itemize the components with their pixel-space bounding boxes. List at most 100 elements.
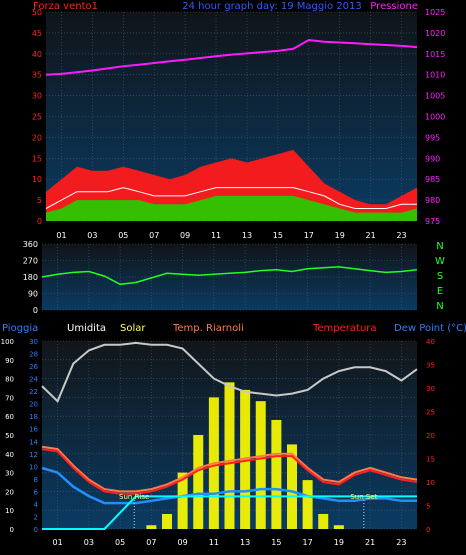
rain-tick-label: 16 <box>29 426 38 434</box>
pressure-tick-label: 995 <box>425 133 440 142</box>
rain-tick-label: 10 <box>29 463 38 471</box>
hour-tick-label: 09 <box>180 231 190 240</box>
solar-bar <box>318 513 329 529</box>
rain-tick-label: 8 <box>34 476 38 484</box>
rain-line <box>42 495 417 530</box>
wind-series <box>45 38 418 221</box>
pressure-tick-label: 980 <box>425 196 440 205</box>
hour-tick-label: 15 <box>273 231 283 240</box>
rain-tick-label: 20 <box>29 401 38 409</box>
wind-tick-label: 40 <box>32 50 42 59</box>
wind-speed-line <box>45 187 417 209</box>
temp-tick-label: 5 <box>426 503 430 511</box>
lower-y-ticks: 0102030405060708090100024681012141618202… <box>1 338 435 534</box>
hour-tick-label: 01 <box>53 538 63 547</box>
rain-tick-label: 26 <box>29 363 38 371</box>
hour-tick-label: 09 <box>178 538 188 547</box>
hour-tick-label: 07 <box>149 231 159 240</box>
hour-tick-label: 23 <box>396 231 406 240</box>
solar-bar <box>193 435 204 529</box>
temp-tick-label: 30 <box>426 385 435 393</box>
pressure-tick-label: 1025 <box>425 8 445 17</box>
temp-tick-label: 40 <box>426 338 435 346</box>
humidity-tick-label: 100 <box>1 338 14 346</box>
humidity-tick-label: 30 <box>5 470 14 478</box>
rain-tick-label: 2 <box>34 513 38 521</box>
direction-series <box>41 266 418 286</box>
hour-tick-label: 03 <box>84 538 94 547</box>
humidity-tick-label: 0 <box>10 526 14 534</box>
sunset-label: Sun Set <box>350 493 377 501</box>
rain-tick-label: 22 <box>29 388 38 396</box>
wind-direction-line <box>41 266 418 286</box>
hour-tick-label: 21 <box>366 231 376 240</box>
hour-tick-label: 11 <box>211 231 221 240</box>
humidity-tick-label: 10 <box>5 507 14 515</box>
rain-tick-label: 18 <box>29 413 38 421</box>
wind-average-area <box>46 195 417 221</box>
hour-tick-label: 11 <box>209 538 219 547</box>
rain-tick-label: 30 <box>29 338 38 346</box>
rain-tick-label: 28 <box>29 351 38 359</box>
pressure-tick-label: 975 <box>425 217 440 226</box>
wind-tick-label: 5 <box>37 196 42 205</box>
compass-label: W <box>435 256 445 267</box>
pressure-line <box>45 38 418 76</box>
pressure-tick-label: 1000 <box>425 113 445 122</box>
compass-label: N <box>436 241 443 252</box>
pressure-axis-title: Pressione <box>370 1 418 12</box>
hour-tick-label: 03 <box>87 231 97 240</box>
direction-tick-label: 180 <box>23 273 38 282</box>
lower-series: Sun Rise Sun Set <box>41 341 418 530</box>
temperature-line <box>41 448 418 495</box>
direction-tick-label: 90 <box>28 290 38 299</box>
pressure-tick-label: 990 <box>425 154 440 163</box>
pressure-tick-label: 1015 <box>425 50 445 59</box>
humidity-tick-label: 90 <box>5 357 14 365</box>
dew-point-label: Dew Point (°C) <box>394 323 466 334</box>
hour-tick-label: 05 <box>118 231 128 240</box>
solar-bar <box>287 444 297 529</box>
solar-bar <box>271 419 282 529</box>
chart-title: 24 hour graph day: 19 Maggio 2013 <box>182 1 362 12</box>
sunrise-label: Sun Rise <box>119 493 149 501</box>
solar-bar <box>224 382 235 529</box>
temp-tick-label: 35 <box>426 362 435 370</box>
hour-tick-label: 13 <box>242 231 252 240</box>
solar-bar <box>146 525 157 529</box>
humidity-line <box>41 341 418 403</box>
wind-tick-label: 45 <box>32 29 42 38</box>
hour-tick-label: 07 <box>146 538 156 547</box>
pressure-y-ticks: 975 980 985 990 995 1000 1005 1010 1015 1020 1025 <box>425 8 445 226</box>
hour-tick-label: 17 <box>304 231 314 240</box>
humidity-tick-label: 20 <box>5 488 14 496</box>
solar-bar <box>177 472 188 529</box>
dew-point-line <box>41 466 417 505</box>
lower-x-ticks: 01 03 05 07 09 11 13 15 17 19 21 23 <box>53 538 407 547</box>
pressure-tick-label: 985 <box>425 175 440 184</box>
wind-tick-label: 25 <box>32 113 42 122</box>
temp-tick-label: 15 <box>426 456 435 464</box>
rain-tick-label: 24 <box>29 376 38 384</box>
felt-temperature-line <box>41 445 418 493</box>
hour-tick-label: 19 <box>334 538 344 547</box>
pressure-tick-label: 1005 <box>425 92 445 101</box>
rain-tick-label: 12 <box>29 451 38 459</box>
temp-tick-label: 25 <box>426 409 435 417</box>
rain-tick-label: 6 <box>34 488 39 496</box>
compass-label: N <box>436 301 443 312</box>
direction-tick-label: 0 <box>33 306 38 315</box>
rain-label: Pioggia <box>2 323 38 334</box>
direction-tick-label: 360 <box>23 240 38 249</box>
temp-tick-label: 20 <box>426 432 435 440</box>
solar-bar <box>333 525 344 529</box>
wind-y-ticks: 0 5 10 15 20 25 30 35 40 45 50 <box>32 8 42 226</box>
humidity-tick-label: 50 <box>5 432 14 440</box>
lower-panel-labels: Pioggia Umidita Solar Temp. Riarnoli Tem… <box>2 323 466 334</box>
hour-tick-label: 19 <box>335 231 345 240</box>
rain-tick-label: 0 <box>34 526 38 534</box>
hour-tick-label: 23 <box>396 538 406 547</box>
solar-bar <box>162 513 172 529</box>
